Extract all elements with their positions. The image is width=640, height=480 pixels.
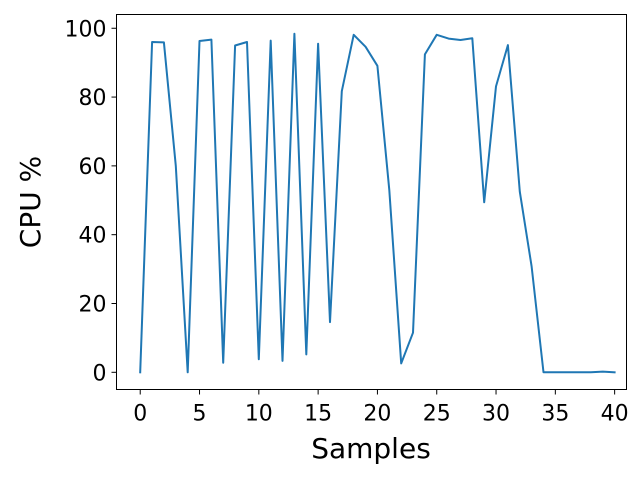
x-tick-label: 40 <box>601 402 629 427</box>
x-tick-label: 15 <box>304 402 332 427</box>
y-tick-label: 40 <box>79 224 107 249</box>
y-tick-label: 80 <box>79 86 107 111</box>
axes-frame <box>116 14 627 390</box>
x-tick-label: 5 <box>193 402 207 427</box>
y-tick-label: 20 <box>79 292 107 317</box>
x-axis-ticks: 0 5 10 15 20 25 30 35 40 <box>133 389 629 427</box>
x-tick-label: 30 <box>482 402 510 427</box>
x-axis-label: Samples <box>311 432 431 465</box>
y-tick-label: 60 <box>79 155 107 180</box>
x-tick-label: 35 <box>541 402 569 427</box>
x-tick-label: 10 <box>245 402 273 427</box>
y-tick-label: 0 <box>93 361 107 386</box>
x-tick-label: 25 <box>423 402 451 427</box>
series-line <box>139 32 616 374</box>
y-tick-label: 100 <box>65 17 107 42</box>
plot-area <box>139 32 616 374</box>
x-tick-label: 0 <box>133 402 147 427</box>
y-axis-label: CPU % <box>14 156 47 248</box>
y-axis-ticks: 0 20 40 60 80 100 <box>65 17 117 386</box>
x-tick-label: 20 <box>363 402 391 427</box>
